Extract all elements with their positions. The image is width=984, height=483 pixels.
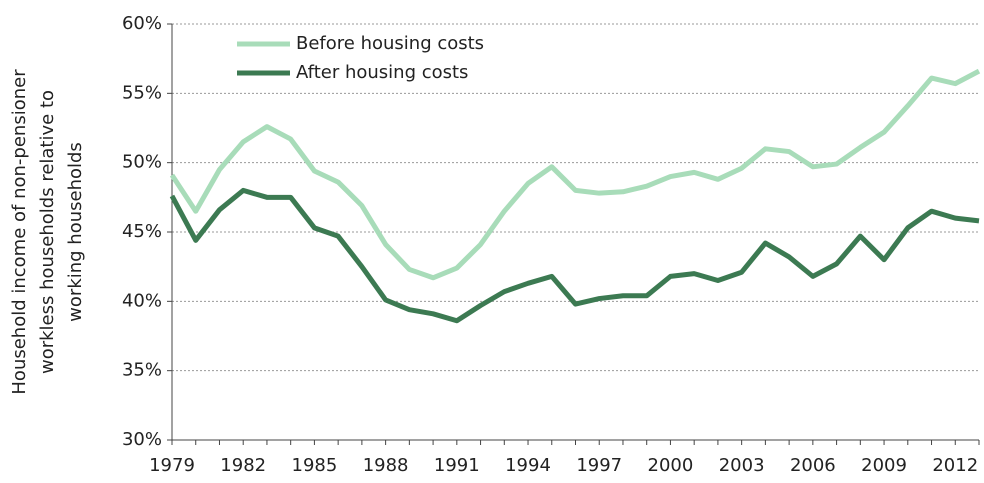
- y-tick-label: 30%: [122, 429, 162, 450]
- y-tick-label: 40%: [122, 290, 162, 311]
- y-tick-label: 55%: [122, 82, 162, 103]
- legend-label: Before housing costs: [296, 33, 484, 54]
- x-tick-label: 1985: [292, 455, 338, 476]
- y-tick-label: 60%: [122, 13, 162, 34]
- legend-label: After housing costs: [296, 62, 468, 83]
- y-axis-label: Household income of non-pensioner: [9, 69, 30, 395]
- x-tick-label: 1991: [434, 455, 480, 476]
- y-tick-label: 45%: [122, 221, 162, 242]
- y-axis-label: workless households relative to: [37, 90, 58, 374]
- y-tick-label: 35%: [122, 360, 162, 381]
- x-tick-label: 1979: [149, 455, 195, 476]
- x-tick-label: 2012: [932, 455, 978, 476]
- x-tick-label: 1988: [363, 455, 409, 476]
- x-tick-label: 2009: [861, 455, 907, 476]
- y-tick-label: 50%: [122, 152, 162, 173]
- x-tick-label: 2006: [790, 455, 836, 476]
- series-line: [169, 187, 980, 324]
- x-tick-label: 1997: [576, 455, 622, 476]
- x-tick-label: 2000: [648, 455, 694, 476]
- x-tick-label: 2003: [719, 455, 765, 476]
- x-tick-label: 1994: [505, 455, 551, 476]
- y-axis-label: working households: [65, 142, 86, 322]
- x-tick-label: 1982: [220, 455, 266, 476]
- series-line: [169, 68, 981, 281]
